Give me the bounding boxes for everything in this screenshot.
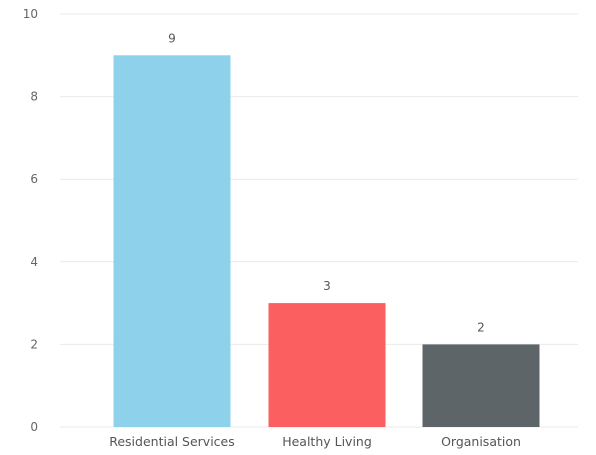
- bar-organisation[interactable]: [422, 344, 540, 427]
- y-tick-label: 2: [30, 337, 38, 351]
- x-category-label: Healthy Living: [282, 434, 372, 449]
- y-tick-label: 0: [30, 420, 38, 434]
- y-tick-label: 10: [23, 7, 38, 21]
- y-tick-label: 6: [30, 172, 38, 186]
- bar-residential-services[interactable]: [113, 55, 231, 428]
- y-tick-label: 4: [30, 255, 38, 269]
- y-tick-label: 8: [30, 90, 38, 104]
- data-labels: 9 3 2: [168, 31, 485, 334]
- x-category-label: Residential Services: [109, 434, 235, 449]
- data-label: 9: [168, 31, 176, 45]
- data-label: 3: [323, 279, 331, 293]
- x-category-label: Organisation: [441, 434, 521, 449]
- bar-healthy-living[interactable]: [268, 303, 386, 427]
- bars: [113, 55, 540, 428]
- data-label: 2: [477, 320, 485, 334]
- y-axis-ticks: 0 2 4 6 8 10: [23, 7, 38, 434]
- x-axis-categories: Residential Services Healthy Living Organi…: [109, 434, 521, 449]
